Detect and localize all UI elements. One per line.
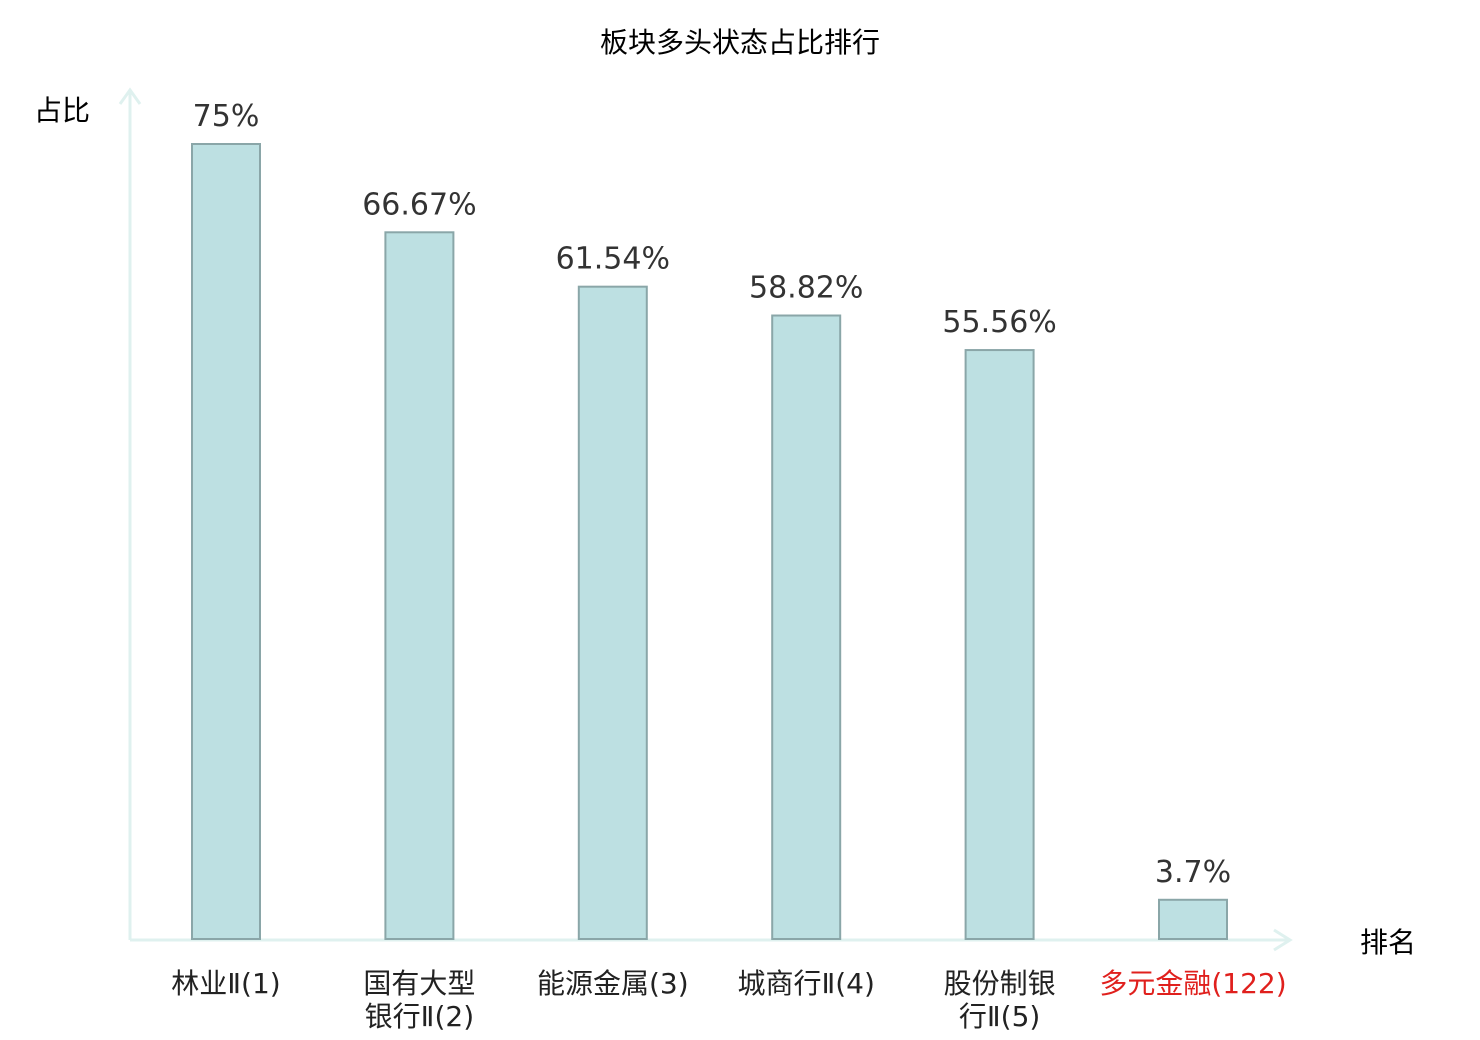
bar — [191, 143, 261, 940]
bars-group — [191, 143, 1228, 941]
bar — [384, 231, 455, 941]
bar — [964, 349, 1035, 940]
category-label-line: 能源金属(3) — [537, 967, 689, 1000]
category-label: 国有大型银行Ⅱ(2) — [363, 967, 475, 1033]
category-label: 股份制银行Ⅱ(5) — [944, 967, 1056, 1033]
bar-value-label: 55.56% — [942, 305, 1056, 340]
category-labels-group: 林业Ⅱ(1) 国有大型银行Ⅱ(2) 能源金属(3) 城商行Ⅱ(4) 股份制银行Ⅱ(5) 多… — [171, 967, 1286, 1033]
category-label-line: 银行Ⅱ(2) — [365, 1000, 474, 1033]
category-label-line: 行Ⅱ(5) — [959, 1000, 1040, 1033]
bar — [771, 314, 842, 940]
bar-value-label: 3.7% — [1155, 855, 1231, 890]
y-axis-arrow — [118, 87, 142, 105]
category-label: 城商行Ⅱ(4) — [737, 967, 874, 1000]
category-label-line: 城商行Ⅱ(4) — [737, 967, 874, 1000]
category-label-line: 林业Ⅱ(1) — [171, 967, 280, 1000]
category-label-line: 国有大型 — [363, 967, 475, 1000]
x-axis-label: 排名 — [1360, 926, 1416, 959]
category-label: 多元金融(122) — [1099, 967, 1286, 1000]
chart-title: 板块多头状态占比排行 — [600, 26, 880, 59]
x-axis-arrow — [1273, 928, 1293, 952]
bar-value-label: 75% — [193, 99, 260, 134]
bar-value-label: 58.82% — [749, 271, 863, 306]
bar-value-label: 66.67% — [362, 187, 476, 222]
category-label-line: 多元金融(122) — [1099, 967, 1286, 1000]
y-axis-label: 占比 — [34, 94, 90, 127]
bar-value-label: 61.54% — [556, 242, 670, 277]
bar — [577, 285, 648, 940]
category-label: 能源金属(3) — [537, 967, 689, 1000]
data-labels-group: 75% 66.67% 61.54% 58.82% 55.56% 3.7% — [193, 99, 1231, 890]
bar — [1158, 898, 1228, 941]
category-label-line: 股份制银 — [944, 967, 1056, 1000]
category-label: 林业Ⅱ(1) — [171, 967, 280, 1000]
